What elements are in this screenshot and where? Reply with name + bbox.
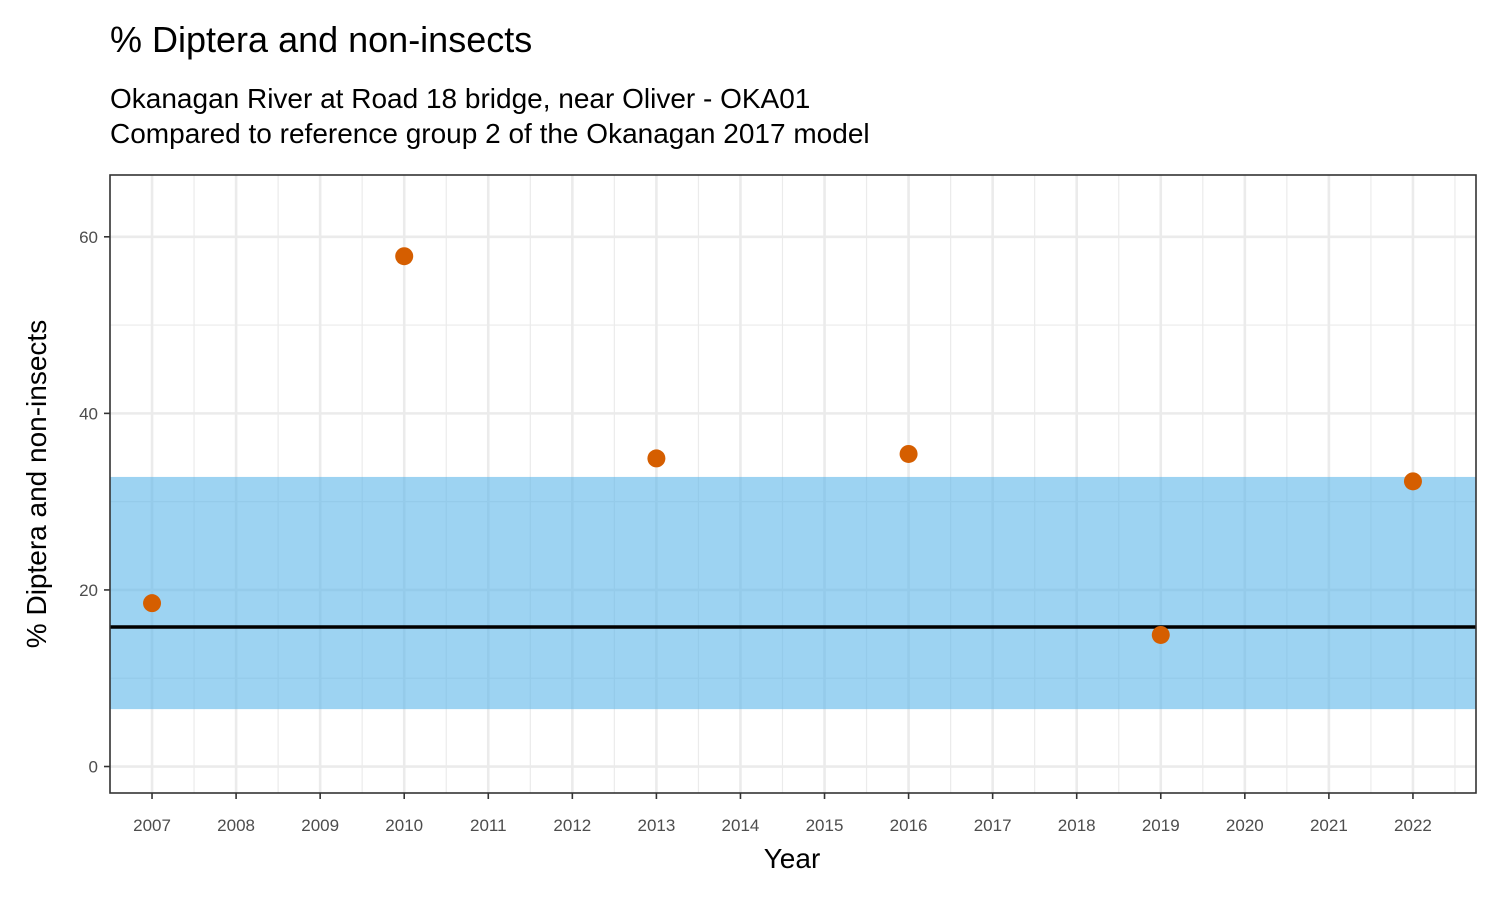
x-tick-label: 2015 bbox=[806, 816, 844, 835]
data-point bbox=[395, 247, 414, 266]
x-tick-label: 2010 bbox=[385, 816, 423, 835]
x-tick-label: 2018 bbox=[1058, 816, 1096, 835]
x-axis-title: Year bbox=[764, 843, 821, 874]
data-point bbox=[647, 449, 666, 468]
chart-subtitle-line-2: Compared to reference group 2 of the Oka… bbox=[110, 118, 870, 149]
data-point bbox=[143, 594, 162, 613]
x-tick-label: 2011 bbox=[470, 816, 507, 835]
data-point bbox=[1403, 472, 1422, 491]
x-tick-label: 2014 bbox=[722, 816, 760, 835]
x-tick-label: 2009 bbox=[301, 816, 339, 835]
x-tick-label: 2008 bbox=[217, 816, 255, 835]
y-tick-label: 60 bbox=[79, 228, 98, 247]
x-tick-label: 2022 bbox=[1394, 816, 1432, 835]
y-tick-label: 20 bbox=[79, 581, 98, 600]
x-tick-label: 2013 bbox=[637, 816, 675, 835]
x-tick-label: 2016 bbox=[890, 816, 928, 835]
x-tick-label: 2020 bbox=[1226, 816, 1264, 835]
reference-band bbox=[110, 476, 1476, 710]
chart-title: % Diptera and non-insects bbox=[110, 19, 532, 60]
plot-area: 0 20 40 60 2007 2008 2009 2010 2011 2012 2013 2014 2… bbox=[79, 174, 1477, 835]
x-tick-label: 2021 bbox=[1310, 816, 1348, 835]
x-tick-label: 2017 bbox=[974, 816, 1012, 835]
chart-subtitle-line-1: Okanagan River at Road 18 bridge, near O… bbox=[110, 83, 810, 114]
data-point bbox=[1151, 625, 1170, 644]
x-tick-label: 2007 bbox=[133, 816, 171, 835]
y-tick-label: 0 bbox=[89, 758, 98, 777]
x-tick-label: 2012 bbox=[553, 816, 591, 835]
data-point bbox=[899, 444, 918, 463]
x-tick-label: 2019 bbox=[1142, 816, 1180, 835]
plot-border bbox=[109, 174, 1477, 794]
y-tick-label: 40 bbox=[79, 404, 98, 423]
y-axis-title: % Diptera and non-insects bbox=[21, 320, 52, 648]
